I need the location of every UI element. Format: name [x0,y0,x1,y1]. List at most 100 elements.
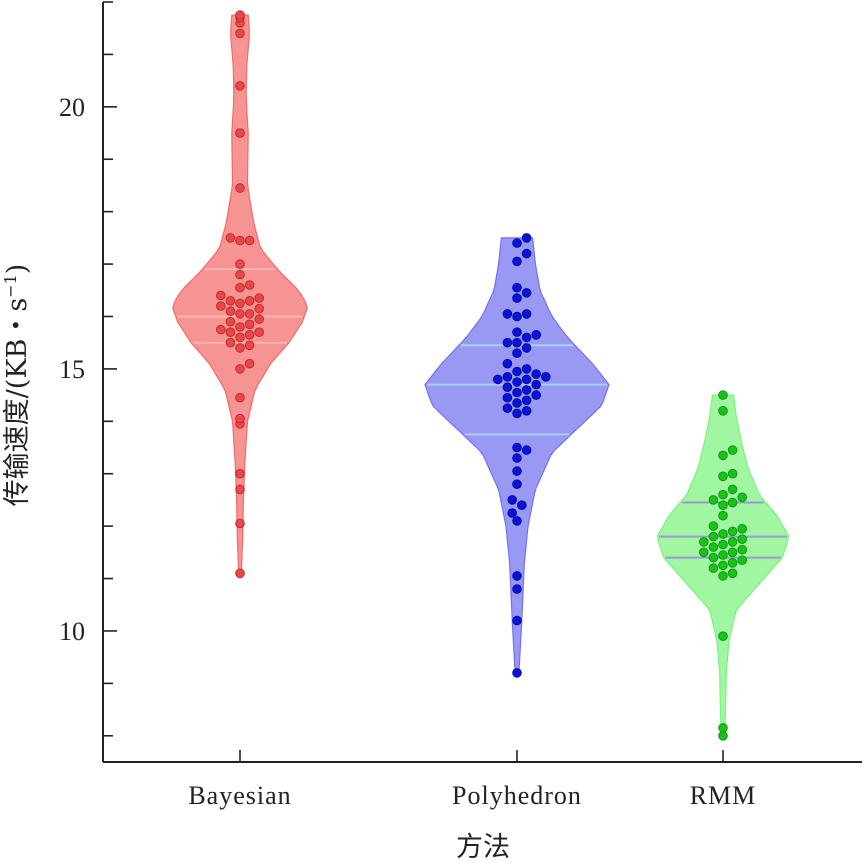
data-point [512,615,522,626]
data-point [521,374,532,385]
data-point [541,372,551,382]
data-point [521,309,532,319]
data-point [521,233,532,243]
data-point [512,348,522,359]
data-point [235,413,245,424]
data-point [235,298,245,309]
data-point [507,495,518,505]
data-point [512,387,522,398]
data-point [235,364,245,374]
data-point [244,358,255,369]
data-point [225,316,236,327]
y-tick-label: 10 [59,617,85,646]
data-point [718,406,728,416]
data-point [254,303,265,314]
data-point [718,723,728,733]
data-point [502,382,513,393]
data-point [235,568,245,579]
data-point [225,296,236,306]
data-point [225,233,236,243]
y-axis-title: 传输速度/(KB・s−1) [1,264,33,507]
data-point [727,484,738,495]
data-point [737,555,748,566]
data-point [531,390,542,400]
data-point [521,395,532,406]
data-point [235,81,245,91]
data-point [225,327,236,338]
data-point [708,531,719,542]
data-point [512,668,522,678]
data-point [493,374,503,385]
data-point [235,282,245,293]
data-point [244,280,255,290]
data-point [254,314,265,324]
data-point [718,471,728,482]
data-point [727,558,738,568]
data-point [235,269,245,280]
data-point [512,256,522,267]
data-point [512,584,522,594]
data-point [517,500,527,511]
y-tick-label: 15 [59,355,85,384]
data-point [235,518,245,529]
data-point [718,571,728,581]
data-point [244,330,255,340]
violin-bayesian [172,14,308,574]
data-point [737,534,748,545]
data-point [235,183,245,193]
data-point [235,332,245,343]
data-point [512,442,522,453]
y-axis-title-main: 传输速度/(KB・s [2,298,33,507]
data-point [235,10,245,20]
data-point [512,466,522,476]
data-point [708,542,719,552]
data-point [718,500,728,511]
data-point [727,537,738,547]
data-point [235,343,245,353]
data-point [216,324,226,335]
data-point [235,322,245,332]
data-point [235,484,245,495]
data-point [718,631,728,642]
y-tick-label: 20 [59,93,85,122]
data-point [727,526,738,537]
data-point [244,309,255,319]
data-point [737,524,748,534]
data-point [512,398,522,408]
data-point [502,309,513,319]
data-point [531,330,542,340]
x-tick-label-rmm: RMM [690,781,757,810]
data-point [708,521,719,531]
data-point [235,309,245,319]
data-point [699,547,709,558]
axes: 10 15 20 Bayesian Polyhedron RMM [59,1,862,810]
plot-area [172,10,790,741]
data-point [718,450,728,461]
data-point [521,288,532,298]
data-point [718,550,728,560]
data-point [512,282,522,293]
data-point [718,560,728,571]
data-point [502,337,513,348]
data-point [737,492,748,503]
data-point [244,235,255,246]
data-point [512,479,522,490]
data-point [512,571,522,581]
data-point [235,468,245,479]
data-point [708,552,719,563]
data-point [502,358,513,369]
data-point [512,327,522,338]
data-point [531,379,542,390]
data-point [502,403,513,414]
data-point [512,337,522,348]
data-point [244,319,255,330]
data-point [244,340,255,351]
data-point [512,366,522,377]
data-point [521,406,532,416]
data-point [235,235,245,246]
data-point [244,296,255,306]
data-point [737,544,748,555]
x-tick-label-polyhedron: Polyhedron [452,781,582,810]
data-point [235,28,245,39]
data-point [521,332,532,343]
